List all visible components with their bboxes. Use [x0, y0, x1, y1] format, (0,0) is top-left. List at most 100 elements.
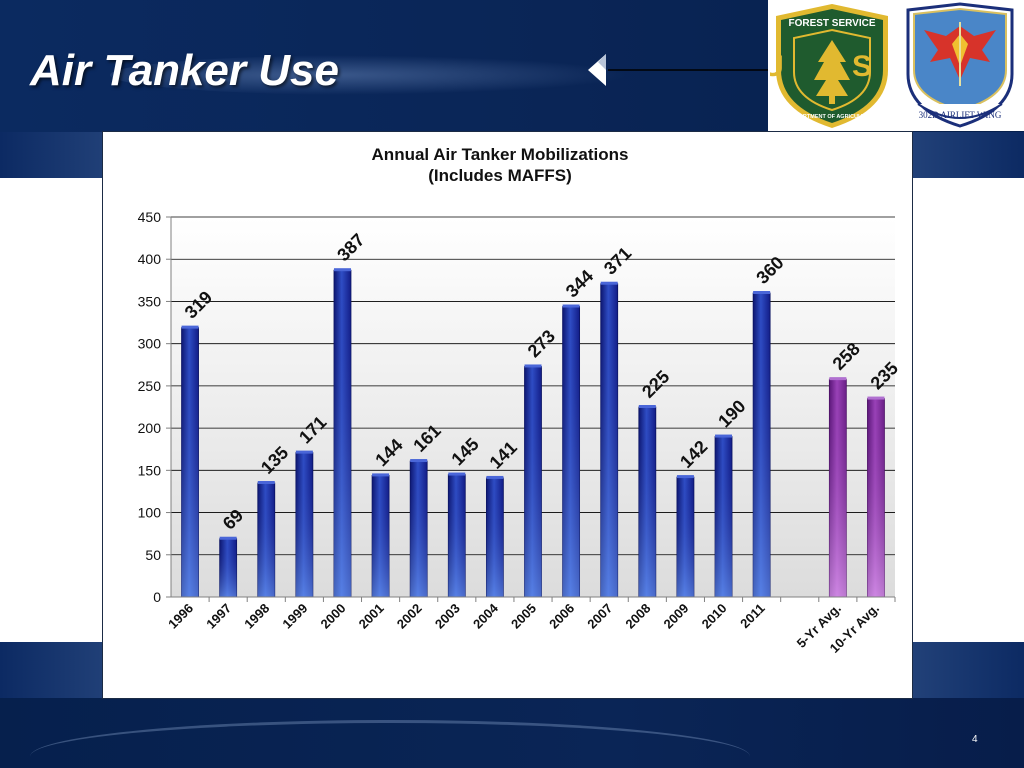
- bar-highlight: [372, 475, 390, 597]
- bar-cap: [448, 472, 466, 476]
- bar-highlight: [753, 293, 771, 597]
- bar-cap: [181, 325, 199, 329]
- bar-cap: [600, 281, 618, 285]
- bar-cap: [867, 396, 885, 400]
- bar: [371, 473, 390, 598]
- bar: [257, 481, 276, 598]
- bars: [181, 268, 885, 598]
- bar: [181, 325, 199, 598]
- chart-title: Annual Air Tanker Mobilizations: [372, 145, 629, 164]
- bar-cap: [372, 473, 390, 477]
- bar: [600, 281, 619, 598]
- x-tick-label: 2007: [584, 601, 615, 632]
- bar: [485, 475, 504, 598]
- y-tick-label: 400: [138, 251, 162, 267]
- bar: [638, 405, 657, 598]
- airlift-wing-logo: 302D AIRLIFT WING: [906, 2, 1014, 128]
- bar-highlight: [486, 477, 504, 597]
- x-tick-label: 1999: [279, 601, 310, 632]
- bar-cap: [638, 405, 656, 408]
- bar: [333, 268, 352, 598]
- bar-highlight: [257, 483, 275, 597]
- bar-highlight: [219, 538, 237, 597]
- y-tick-label: 200: [138, 420, 162, 436]
- bar: [752, 291, 771, 598]
- bar-highlight: [715, 436, 733, 597]
- bar-cap: [524, 364, 542, 368]
- x-tick-label: 2000: [318, 601, 349, 632]
- bar-cap: [219, 536, 237, 540]
- x-tick-label: 2010: [699, 601, 730, 632]
- x-tick-label: 1996: [165, 601, 196, 632]
- eagle-emblem-icon: [924, 22, 996, 86]
- bar-highlight: [181, 327, 199, 597]
- x-tick-label: 1997: [203, 601, 234, 632]
- y-tick-label: 0: [153, 589, 161, 605]
- pointer-arrow-icon: [588, 54, 774, 86]
- bar: [714, 434, 733, 598]
- bar: [676, 475, 695, 598]
- y-tick-label: 350: [138, 293, 162, 309]
- x-tick-label: 2008: [622, 601, 653, 632]
- forest-service-bottom-text: DEPARTMENT OF AGRICULTURE: [788, 114, 876, 120]
- footer-swoosh: [30, 720, 750, 768]
- bar-chart: Annual Air Tanker Mobilizations (Include…: [138, 145, 902, 656]
- bar: [867, 396, 885, 598]
- y-tick-label: 300: [138, 336, 162, 352]
- bar-cap: [257, 481, 275, 484]
- bar-cap: [486, 475, 504, 479]
- bar: [828, 377, 847, 598]
- bar-highlight: [333, 270, 351, 597]
- bar: [295, 450, 314, 598]
- forest-service-top-text: FOREST SERVICE: [788, 18, 875, 29]
- forest-service-logo: FOREST SERVICE U S DEPARTMENT OF AGRICUL…: [770, 4, 888, 128]
- x-tick-label: 2002: [394, 601, 425, 632]
- y-tick-label: 100: [138, 505, 162, 521]
- bar-highlight: [448, 474, 466, 597]
- slide-title: Air Tanker Use: [30, 46, 339, 95]
- x-axis-ticks: 1996 1997 1998 1999 2000 2001 2002 2003 2004 2005…: [165, 597, 896, 656]
- x-tick-label: 2011: [737, 601, 768, 632]
- bar-cap: [333, 268, 351, 272]
- page-number: 4: [972, 734, 978, 745]
- bar: [562, 304, 581, 598]
- bar-cap: [562, 304, 580, 308]
- bar-highlight: [676, 477, 694, 597]
- bar-cap: [753, 291, 771, 294]
- x-tick-label: 2003: [432, 601, 463, 632]
- bar-highlight: [562, 306, 580, 597]
- y-tick-label: 450: [138, 209, 162, 225]
- y-axis-ticks: 0 50 100 150 200 250 300 350 400 450: [138, 209, 171, 605]
- x-tick-label: 2006: [546, 601, 577, 632]
- bar-cap: [676, 475, 694, 479]
- bar: [409, 459, 428, 598]
- x-tick-label: 2009: [660, 601, 691, 632]
- y-tick-label: 250: [138, 378, 162, 394]
- bar-highlight: [524, 366, 542, 597]
- logo-panel: FOREST SERVICE U S DEPARTMENT OF AGRICUL…: [768, 0, 1024, 131]
- chart-frame: Annual Air Tanker Mobilizations (Include…: [102, 131, 913, 699]
- bar-cap: [295, 450, 313, 454]
- bar-highlight: [600, 283, 618, 597]
- bar: [447, 472, 466, 598]
- bar-highlight: [295, 452, 313, 597]
- bar-cap: [829, 377, 847, 381]
- x-tick-label: 2005: [508, 601, 539, 632]
- airlift-wing-text: 302D AIRLIFT WING: [919, 110, 1002, 120]
- pine-tree-icon: [814, 40, 850, 104]
- x-tick-label: 2001: [356, 601, 387, 632]
- bar-highlight: [867, 398, 885, 597]
- bar-highlight: [638, 407, 656, 597]
- chart-subtitle: (Includes MAFFS): [428, 166, 572, 185]
- x-tick-label: 2004: [470, 600, 502, 632]
- bar-highlight: [829, 379, 847, 597]
- bar-cap: [715, 434, 733, 438]
- x-tick-label: 1998: [241, 601, 272, 632]
- bar-cap: [410, 459, 428, 463]
- header-swoosh: [110, 55, 630, 95]
- bar: [219, 536, 238, 598]
- bar: [524, 364, 542, 598]
- bar-highlight: [410, 461, 428, 597]
- y-tick-label: 50: [145, 547, 161, 563]
